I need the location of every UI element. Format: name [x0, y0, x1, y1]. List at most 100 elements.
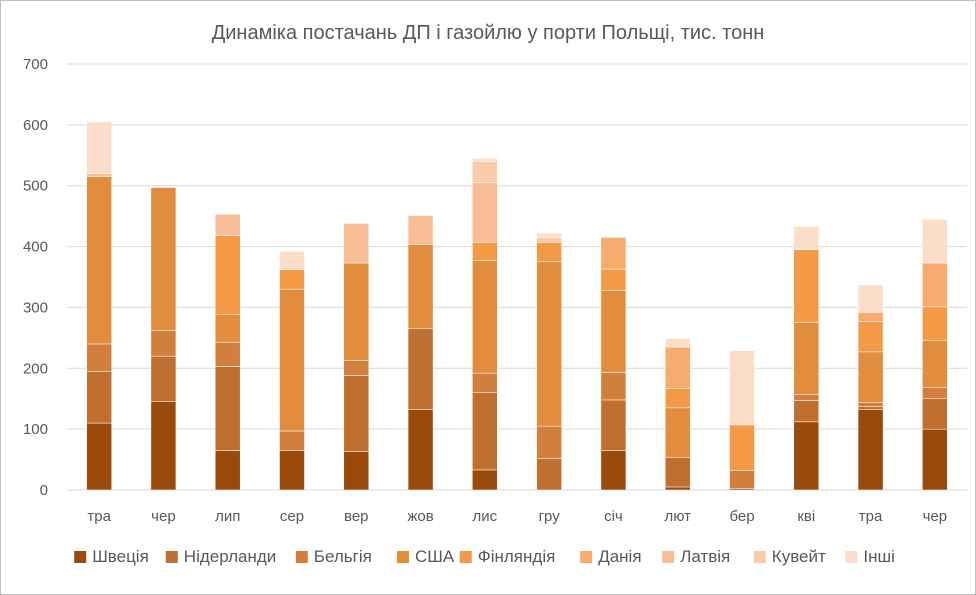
gridlines [67, 63, 967, 491]
bar-segment [86, 121, 112, 174]
bar-segment [857, 409, 884, 491]
legend-swatch [74, 551, 87, 563]
x-tick-label: сер [280, 508, 304, 525]
bar-segment [343, 223, 370, 264]
bar-segment [86, 343, 112, 372]
y-tick-label: 300 [23, 299, 48, 316]
bar-segment [793, 421, 820, 491]
legend-swatch [295, 551, 308, 563]
legend-label: Кувейт [772, 547, 826, 566]
legend-swatch [662, 551, 675, 563]
bar-segment [536, 242, 562, 263]
bar-segment [600, 399, 627, 451]
bar-segment [472, 469, 498, 491]
legend-swatch [580, 551, 593, 563]
legend-item: Кувейт [753, 547, 826, 566]
bar-segment [472, 242, 498, 261]
bar-segment [536, 237, 562, 243]
bar-segment [472, 158, 498, 162]
x-tick-label: тра [87, 508, 111, 525]
legend: Швеція Нідерланди Бельгія США Фінляндія Данія… [74, 547, 895, 566]
bar-segment [279, 450, 305, 491]
bar-segment [922, 398, 948, 430]
bar-segment [922, 306, 948, 341]
bars [86, 121, 948, 491]
bar-segment [664, 346, 691, 389]
bar-segment [729, 350, 755, 426]
bar-segment [407, 215, 434, 245]
x-tick-label: лют [664, 508, 691, 525]
x-tick-label: січ [604, 508, 623, 525]
bar-segment [472, 182, 498, 243]
bar-segment [664, 338, 691, 348]
bar-segment [793, 394, 820, 401]
bar-segment [729, 470, 755, 490]
bar-segment [536, 232, 562, 238]
bar-segment [86, 422, 112, 491]
legend-swatch [753, 551, 766, 563]
bar-segment [857, 406, 884, 410]
bar-segment [214, 314, 241, 343]
legend-item: Бельгія [295, 547, 372, 566]
bar-segment [664, 388, 691, 409]
bar-segment [793, 322, 820, 395]
bar-segment [922, 262, 948, 308]
y-axis-tick-labels: 0 100 200 300 400 500 600 700 [23, 56, 48, 499]
x-tick-label: бер [729, 508, 754, 525]
bar-segment [214, 450, 241, 491]
bar-segment [279, 430, 305, 451]
legend-item: Данія [580, 547, 642, 566]
legend-label: Нідерланди [184, 547, 276, 566]
bar-segment [279, 251, 305, 270]
legend-item: Латвія [662, 547, 730, 566]
bar-segment [472, 260, 498, 374]
bar-segment [857, 402, 884, 407]
x-tick-label: чер [151, 508, 176, 525]
bar-segment [793, 226, 820, 250]
y-tick-label: 700 [23, 56, 48, 73]
y-tick-label: 400 [23, 239, 48, 256]
bar-segment [214, 366, 241, 451]
y-tick-label: 600 [23, 117, 48, 134]
bar-segment [472, 372, 498, 393]
bar-segment [664, 407, 691, 458]
legend-label: Бельгія [314, 547, 372, 566]
bar-segment [150, 330, 177, 357]
bar-segment [343, 451, 370, 491]
bar-segment [472, 161, 498, 183]
bar-segment [793, 249, 820, 323]
bar-segment [857, 321, 884, 353]
y-tick-label: 0 [40, 482, 48, 499]
bar-segment [922, 340, 948, 389]
bar-segment [600, 372, 627, 401]
bar-segment [536, 458, 562, 491]
bar-segment [279, 288, 305, 432]
legend-item: Швеція [74, 547, 149, 566]
bar-segment [857, 312, 884, 322]
bar-segment [343, 360, 370, 376]
bar-segment [214, 341, 241, 367]
bar-segment [922, 387, 948, 399]
bar-segment [86, 173, 112, 177]
bar-segment [793, 400, 820, 423]
legend-label: Фінляндія [478, 547, 556, 566]
bar-segment [600, 268, 627, 291]
legend-item: Фінляндія [459, 547, 556, 566]
bar-segment [86, 176, 112, 345]
x-tick-label: тра [859, 508, 883, 525]
legend-swatch [165, 551, 178, 563]
x-axis-tick-labels: тра чер лип сер вер жов лис гру січ лют бер кві тра ч… [87, 508, 947, 525]
x-tick-label: вер [344, 508, 369, 525]
bar-segment [600, 290, 627, 373]
bar-segment [150, 355, 177, 403]
legend-item: Нідерланди [165, 547, 276, 566]
legend-label: Швеція [92, 547, 149, 566]
x-tick-label: чер [923, 508, 948, 525]
chart-title: Динаміка постачань ДП і газойлю у порти … [211, 22, 765, 44]
bar-segment [664, 457, 691, 488]
bar-segment [407, 328, 434, 410]
x-tick-label: гру [539, 508, 561, 525]
bar-segment [150, 187, 177, 331]
legend-swatch [459, 551, 472, 563]
